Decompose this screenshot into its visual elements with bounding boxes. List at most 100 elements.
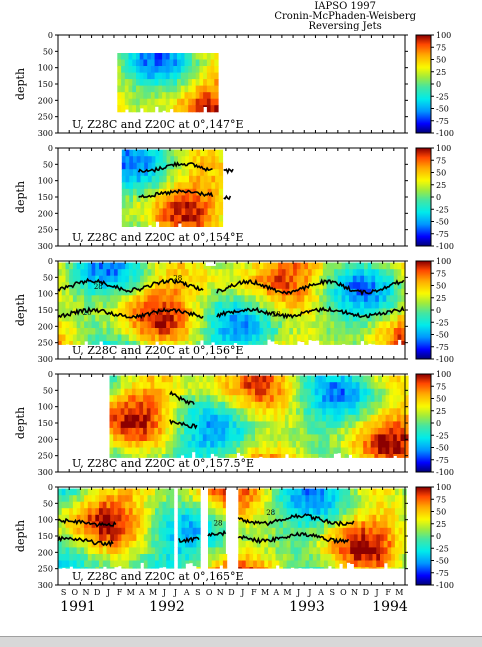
y-tick-label: 250	[38, 565, 53, 574]
colorbar-tick-label: 50	[436, 282, 446, 291]
month-tick-label: M	[395, 588, 403, 597]
month-tick-label: M	[149, 588, 157, 597]
month-tick-label: F	[251, 588, 257, 597]
colorbar-tick-label: -50	[436, 331, 449, 340]
y-tick-label: 300	[38, 242, 53, 251]
y-tick-label: 300	[38, 581, 53, 590]
colorbar-tick-label: 75	[436, 382, 446, 391]
panel-label: U, Z28C and Z20C at 0°,156°E	[72, 344, 244, 357]
colorbar-tick-label: -50	[436, 557, 449, 566]
y-tick-label: 100	[38, 64, 53, 73]
colorbar-tick-label: -50	[436, 105, 449, 114]
y-tick-label: 0	[48, 257, 53, 266]
y-tick-label: 100	[38, 177, 53, 186]
colorbar-tick-label: -75	[436, 117, 449, 126]
month-tick-label: J	[374, 588, 378, 597]
colorbar-tick-label: 25	[436, 520, 446, 529]
month-tick-label: A	[138, 588, 145, 597]
month-tick-label: M	[261, 588, 269, 597]
month-tick-label: M	[283, 588, 291, 597]
month-tick-label: A	[272, 588, 279, 597]
y-tick-label: 0	[48, 31, 53, 40]
y-tick-label: 100	[38, 403, 53, 412]
y-tick-label: 0	[48, 370, 53, 379]
y-axis-label: depth	[14, 294, 27, 326]
month-tick-label: F	[385, 588, 391, 597]
colorbar-tick-label: -100	[436, 129, 454, 138]
colorbar-tick-label: -100	[436, 242, 454, 251]
month-tick-label: D	[94, 588, 100, 597]
y-tick-label: 50	[43, 47, 53, 56]
velocity-heatmap	[58, 263, 406, 345]
colorbar-tick-label: -25	[436, 92, 449, 101]
y-tick-label: 100	[38, 516, 53, 525]
y-tick-label: 50	[43, 386, 53, 395]
colorbar-tick-label: 75	[436, 43, 446, 52]
month-tick-label: O	[72, 588, 79, 597]
velocity-heatmap	[110, 376, 409, 458]
month-tick-label: A	[183, 588, 190, 597]
month-tick-label: O	[340, 588, 347, 597]
y-tick-label: 250	[38, 113, 53, 122]
y-axis-label: depth	[14, 520, 27, 552]
y-tick-label: 150	[38, 193, 53, 202]
panel-label: U, Z28C and Z20C at 0°,157.5°E	[72, 457, 254, 470]
colorbar-tick-label: 50	[436, 169, 446, 178]
month-tick-label: S	[329, 588, 334, 597]
y-axis-label: depth	[14, 181, 27, 213]
month-tick-label: F	[117, 588, 123, 597]
colorbar-tick-label: 50	[436, 395, 446, 404]
y-tick-label: 300	[38, 129, 53, 138]
colorbar-tick-label: -50	[436, 218, 449, 227]
contour-label: 28	[266, 509, 275, 517]
y-tick-label: 300	[38, 355, 53, 364]
month-tick-label: N	[82, 588, 89, 597]
year-label: 1992	[149, 599, 185, 615]
panel-label: U, Z28C and Z20C at 0°,165°E	[72, 570, 244, 583]
y-tick-label: 150	[38, 419, 53, 428]
colorbar-tick-label: -100	[436, 355, 454, 364]
y-tick-label: 0	[48, 144, 53, 153]
colorbar-tick-label: -25	[436, 431, 449, 440]
colorbar-tick-label: 100	[436, 370, 451, 379]
month-tick-label: N	[351, 588, 358, 597]
year-label: 1991	[60, 599, 96, 615]
colorbar-tick-label: 100	[436, 257, 451, 266]
month-tick-label: N	[217, 588, 224, 597]
month-tick-label: J	[162, 588, 166, 597]
year-label: 1993	[289, 599, 325, 615]
month-tick-label: D	[228, 588, 234, 597]
y-tick-label: 50	[43, 160, 53, 169]
colorbar-tick-label: 0	[436, 80, 441, 89]
colorbar-tick-label: -25	[436, 205, 449, 214]
y-tick-label: 250	[38, 452, 53, 461]
y-tick-label: 200	[38, 548, 53, 557]
colorbar-tick-label: -25	[436, 318, 449, 327]
month-tick-label: D	[363, 588, 369, 597]
contour-label: 28	[94, 283, 103, 291]
y-axis-label: depth	[14, 407, 27, 439]
colorbar-tick-label: -50	[436, 444, 449, 453]
y-tick-label: 200	[38, 322, 53, 331]
month-tick-label: J	[240, 588, 244, 597]
velocity-heatmap	[117, 53, 218, 112]
colorbar-tick-label: 75	[436, 156, 446, 165]
colorbar-tick-label: 25	[436, 181, 446, 190]
colorbar-tick-label: -75	[436, 456, 449, 465]
panel-label: U, Z28C and Z20C at 0°,147°E	[72, 118, 244, 131]
window-bottom-bar	[0, 636, 482, 647]
colorbar-tick-label: 100	[436, 483, 451, 492]
month-tick-label: A	[317, 588, 324, 597]
month-tick-label: S	[195, 588, 200, 597]
contour-label: 20	[272, 311, 281, 319]
colorbar-tick-label: 100	[436, 31, 451, 40]
y-tick-label: 200	[38, 435, 53, 444]
